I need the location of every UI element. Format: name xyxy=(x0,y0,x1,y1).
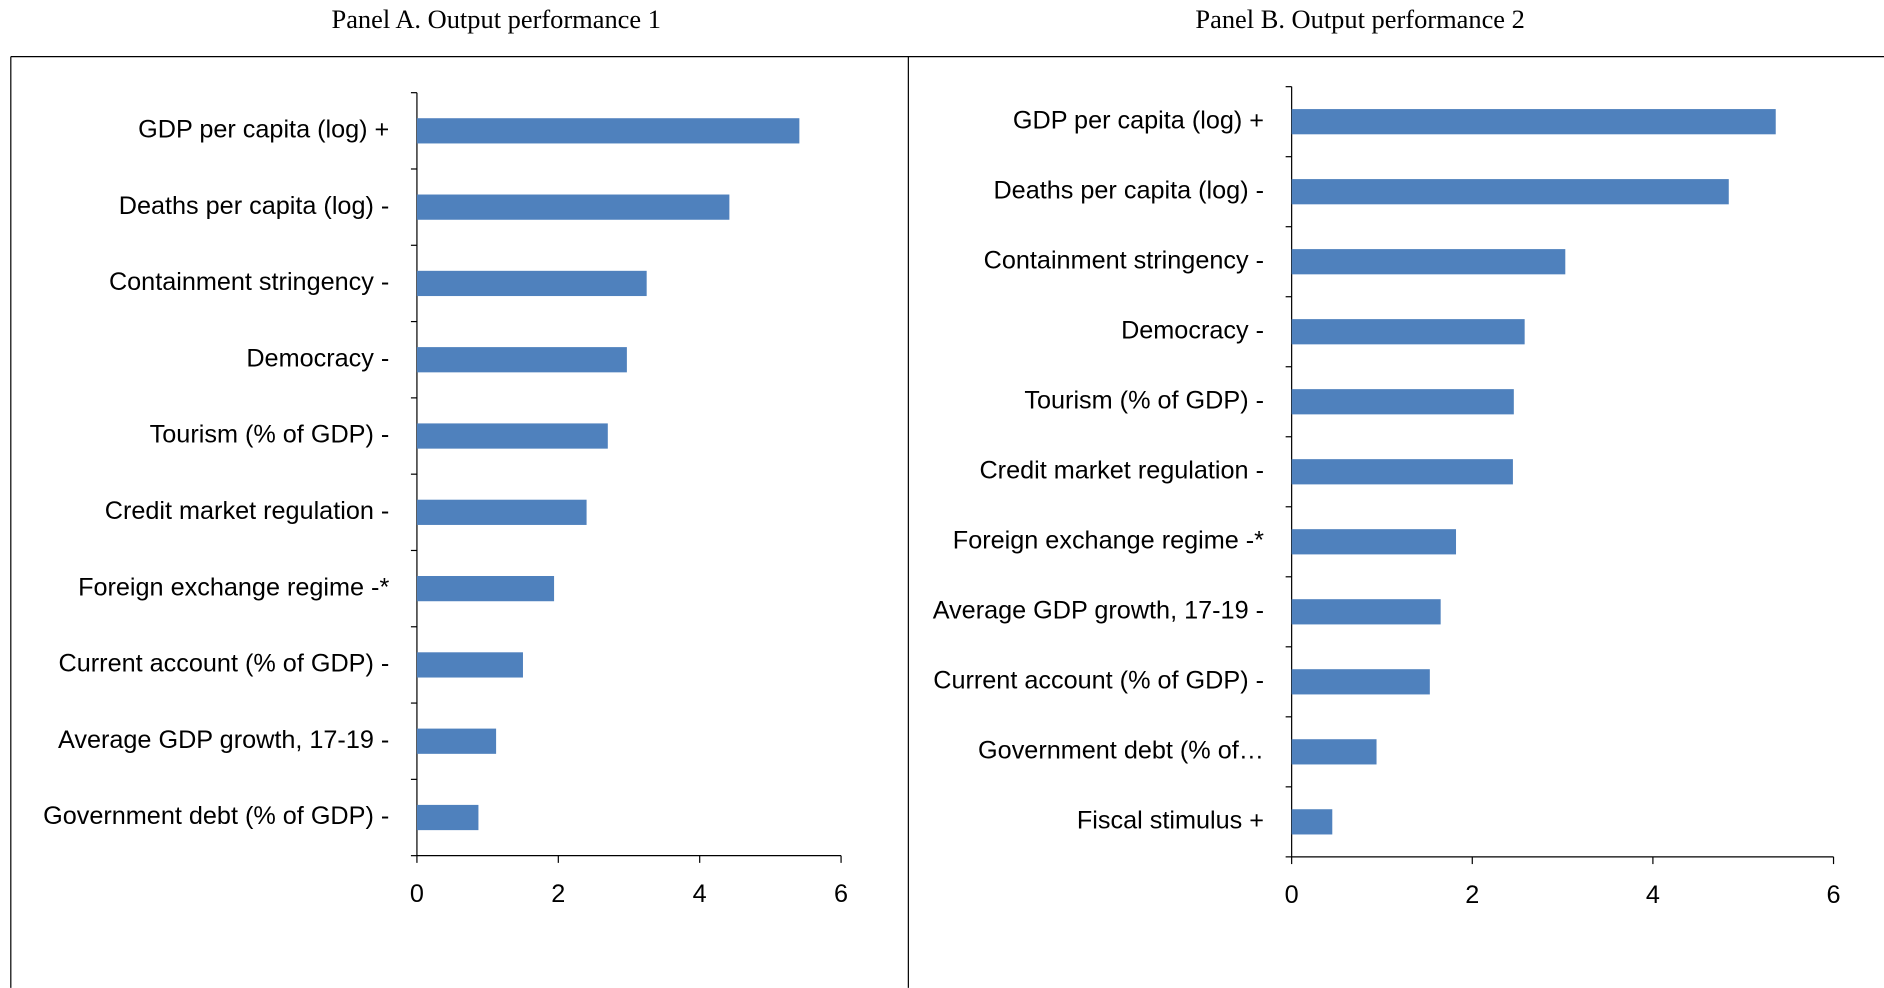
y-tick-label: Average GDP growth, 17-19 - xyxy=(58,726,389,754)
y-tick-label: Government debt (% of GDP) - xyxy=(43,802,389,830)
bar xyxy=(416,804,479,831)
bar xyxy=(1291,179,1729,205)
bar xyxy=(1291,809,1333,835)
y-tick-label: Democracy - xyxy=(1121,316,1264,344)
x-tick-label: 2 xyxy=(1465,881,1479,909)
bar xyxy=(416,194,730,220)
y-tick-label: Deaths per capita (log) - xyxy=(993,176,1264,204)
bar xyxy=(416,270,647,297)
x-tick-label: 2 xyxy=(551,880,565,908)
y-tick-label: GDP per capita (log) + xyxy=(138,116,389,144)
bar xyxy=(1291,739,1377,765)
y-tick-label: Tourism (% of GDP) - xyxy=(150,421,390,449)
y-tick-label: Fiscal stimulus + xyxy=(1077,807,1264,835)
bar xyxy=(1291,249,1566,275)
x-tick-label: 4 xyxy=(693,880,707,908)
bar xyxy=(416,347,627,373)
bar xyxy=(416,652,523,678)
y-tick-label: Foreign exchange regime -* xyxy=(953,526,1264,554)
x-tick-label: 0 xyxy=(410,880,424,908)
x-tick-label: 4 xyxy=(1646,881,1660,909)
bar xyxy=(1291,599,1441,625)
bar xyxy=(1291,319,1525,345)
x-tick-label: 0 xyxy=(1285,881,1299,909)
y-tick-label: Credit market regulation - xyxy=(105,497,390,525)
panel-title: Panel B. Output performance 2 xyxy=(1195,4,1524,34)
bar xyxy=(1291,669,1430,695)
y-tick-label: Average GDP growth, 17-19 - xyxy=(933,596,1264,624)
panel-title: Panel A. Output performance 1 xyxy=(332,4,661,34)
bar xyxy=(1291,389,1514,415)
y-tick-label: Deaths per capita (log) - xyxy=(119,192,390,220)
bar xyxy=(416,118,800,144)
y-tick-label: GDP per capita (log) + xyxy=(1013,106,1264,134)
bar xyxy=(1291,459,1513,485)
y-tick-label: Credit market regulation - xyxy=(979,456,1264,484)
y-tick-label: Containment stringency - xyxy=(984,246,1264,274)
x-tick-label: 6 xyxy=(834,880,848,908)
bar xyxy=(416,728,497,754)
bar xyxy=(416,576,555,602)
y-tick-label: Containment stringency - xyxy=(109,268,389,296)
y-tick-label: Government debt (% of… xyxy=(978,737,1264,765)
x-tick-label: 6 xyxy=(1827,881,1841,909)
bar xyxy=(1291,109,1776,135)
y-tick-label: Foreign exchange regime -* xyxy=(78,573,389,601)
y-tick-label: Current account (% of GDP) - xyxy=(59,650,390,678)
y-tick-label: Current account (% of GDP) - xyxy=(933,666,1264,694)
y-tick-label: Democracy - xyxy=(246,344,389,372)
bar xyxy=(416,499,587,525)
y-tick-label: Tourism (% of GDP) - xyxy=(1024,386,1264,414)
bar xyxy=(1291,529,1457,555)
bar xyxy=(416,423,608,449)
